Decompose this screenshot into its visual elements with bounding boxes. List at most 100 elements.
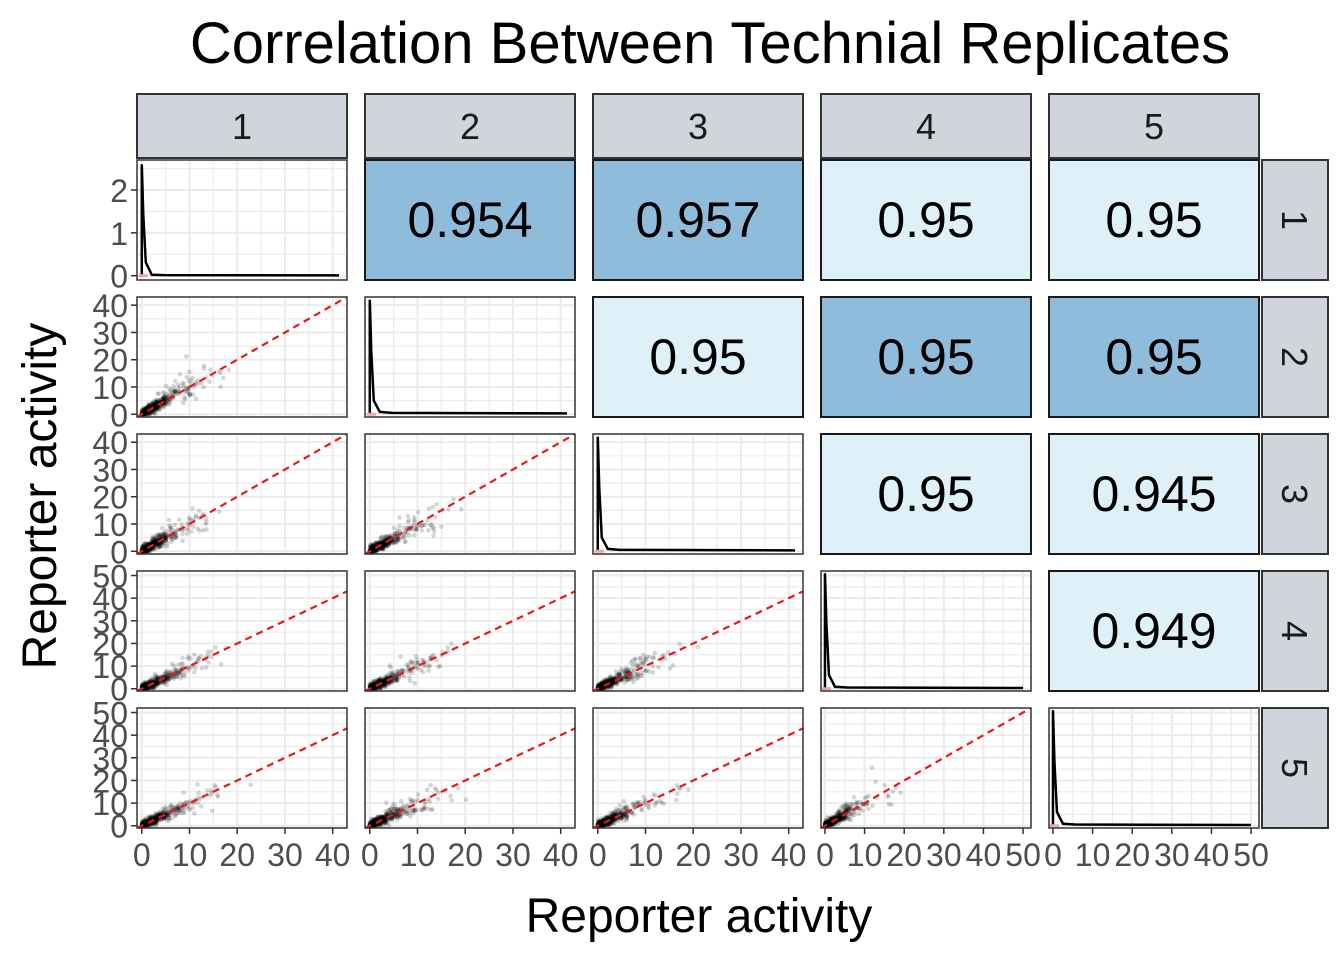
data-point: [140, 546, 146, 551]
data-point: [147, 403, 153, 409]
data-point: [151, 814, 156, 820]
data-point: [379, 546, 385, 552]
data-point: [599, 820, 604, 826]
data-point: [371, 684, 376, 690]
data-point: [635, 673, 641, 679]
data-point: [392, 540, 397, 545]
data-point: [369, 545, 374, 550]
data-point: [421, 804, 427, 810]
data-point: [167, 804, 173, 810]
data-point: [168, 802, 174, 808]
data-point: [372, 678, 377, 684]
data-point: [142, 548, 148, 554]
data-point: [191, 669, 197, 675]
data-point: [153, 537, 159, 543]
data-point: [599, 685, 605, 690]
data-point: [597, 682, 603, 688]
data-point: [378, 546, 384, 552]
data-point: [368, 683, 373, 688]
data-point: [409, 670, 415, 676]
data-point: [189, 506, 195, 511]
data-point: [149, 538, 155, 544]
data-point: [837, 816, 842, 821]
data-point: [607, 815, 613, 820]
data-point: [186, 667, 192, 673]
data-point: [596, 683, 602, 689]
data-point: [393, 814, 398, 819]
data-point: [599, 685, 605, 691]
data-point: [886, 801, 892, 807]
data-point: [610, 810, 615, 816]
data-point: [145, 542, 151, 547]
data-point: [852, 812, 857, 818]
data-point: [151, 686, 156, 691]
data-point: [598, 686, 603, 691]
data-point: [187, 392, 193, 398]
data-point: [386, 534, 392, 540]
data-point: [144, 410, 150, 416]
data-point: [609, 820, 614, 825]
data-point: [413, 654, 419, 659]
data-point: [827, 821, 832, 827]
data-point: [380, 541, 386, 547]
data-point: [178, 676, 184, 681]
data-point: [204, 527, 209, 532]
data-point: [393, 674, 399, 680]
data-point: [394, 676, 400, 682]
data-point: [611, 814, 616, 820]
data-point: [140, 820, 146, 826]
data-point: [155, 681, 160, 687]
data-point: [374, 822, 380, 828]
data-point: [836, 814, 842, 820]
data-point: [374, 822, 380, 827]
data-point: [169, 661, 175, 667]
data-point: [844, 808, 850, 813]
data-point: [160, 405, 165, 410]
data-point: [381, 546, 386, 552]
data-point: [603, 678, 609, 683]
data-point: [404, 811, 409, 817]
data-point: [598, 686, 604, 691]
data-point: [142, 541, 148, 547]
data-point: [373, 823, 379, 828]
data-point: [155, 399, 161, 405]
data-point: [373, 547, 379, 553]
data-point: [599, 819, 605, 824]
y-tick-label: 40: [92, 581, 128, 617]
data-point: [601, 678, 607, 683]
data-point: [153, 406, 159, 411]
data-point: [163, 538, 169, 544]
data-point: [382, 677, 388, 683]
data-point: [162, 400, 168, 405]
data-point: [422, 805, 427, 811]
data-point: [186, 665, 192, 671]
data-point: [392, 678, 398, 684]
data-point: [382, 677, 387, 682]
data-point: [600, 820, 606, 825]
data-point: [157, 397, 163, 403]
data-point: [383, 819, 388, 825]
data-point: [598, 818, 604, 824]
data-point: [370, 683, 375, 688]
data-point: [827, 818, 832, 824]
data-point: [209, 808, 215, 814]
data-point: [164, 537, 169, 542]
data-point: [149, 821, 155, 827]
data-point: [376, 678, 382, 683]
data-point: [380, 540, 385, 545]
data-point: [370, 547, 376, 553]
data-point: [198, 804, 204, 809]
data-point: [142, 407, 148, 412]
data-point: [149, 814, 155, 819]
data-point: [395, 535, 401, 541]
data-point: [631, 674, 637, 680]
data-point: [378, 822, 383, 827]
data-point: [398, 814, 404, 820]
data-point: [419, 808, 425, 813]
data-point: [608, 677, 614, 683]
data-point: [152, 403, 157, 408]
data-point: [146, 541, 152, 546]
data-point: [600, 680, 606, 685]
data-point: [163, 534, 169, 540]
data-point: [152, 406, 157, 411]
